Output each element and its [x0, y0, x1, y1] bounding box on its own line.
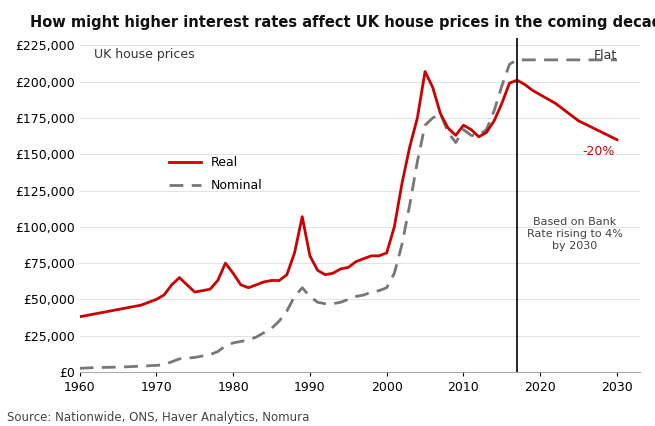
Legend: Real, Nominal: Real, Nominal — [164, 151, 267, 197]
Text: Source: Nationwide, ONS, Haver Analytics, Nomura: Source: Nationwide, ONS, Haver Analytics… — [7, 411, 309, 424]
Text: -20%: -20% — [582, 145, 615, 158]
Text: Flat: Flat — [594, 49, 617, 62]
Text: Based on Bank
Rate rising to 4%
by 2030: Based on Bank Rate rising to 4% by 2030 — [527, 217, 623, 250]
Title: How might higher interest rates affect UK house prices in the coming decades?: How might higher interest rates affect U… — [30, 15, 655, 30]
Text: UK house prices: UK house prices — [94, 48, 195, 61]
